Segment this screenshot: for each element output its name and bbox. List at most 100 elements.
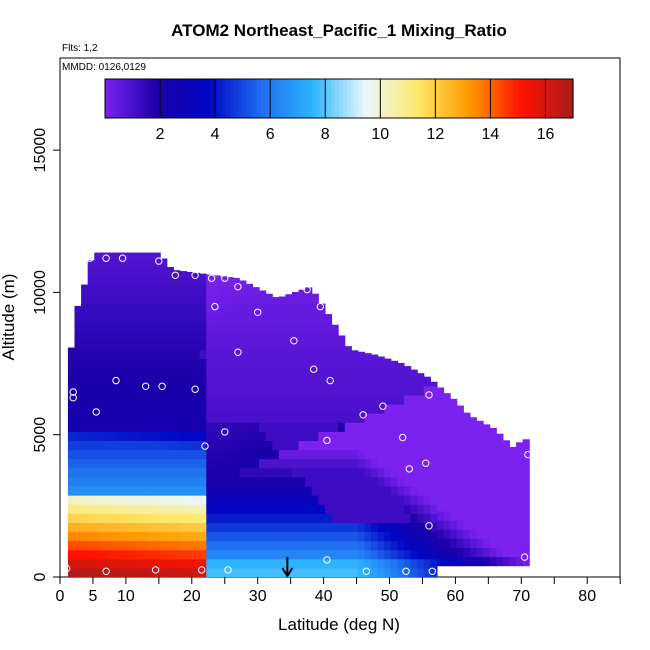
- curtain-cell: [87, 331, 95, 341]
- curtain-cell: [364, 522, 372, 533]
- curtain-cell: [430, 549, 438, 560]
- sample-point: [198, 566, 206, 574]
- curtain-cell: [436, 456, 445, 467]
- curtain-cell: [212, 504, 221, 514]
- curtain-cell: [469, 465, 478, 476]
- curtain-cell: [278, 449, 286, 460]
- curtain-cell: [114, 504, 122, 514]
- curtain-cell: [430, 522, 438, 533]
- curtain-cell: [179, 322, 188, 332]
- curtain-cell: [193, 422, 201, 432]
- curtain-cell: [127, 495, 135, 505]
- curtain-cell: [219, 331, 227, 341]
- curtain-cell: [364, 531, 372, 542]
- curtain-cell: [206, 522, 214, 533]
- curtain-cell: [212, 340, 221, 350]
- colorbar-swatch: [132, 79, 137, 118]
- curtain-cell: [212, 495, 221, 505]
- curtain-cell: [298, 449, 306, 460]
- curtain-cell: [206, 322, 214, 332]
- curtain-cell: [272, 467, 280, 478]
- curtain-cell: [173, 340, 181, 350]
- curtain-cell: [226, 367, 234, 378]
- curtain-cell: [212, 285, 221, 296]
- curtain-cell: [344, 513, 352, 523]
- colorbar-swatch: [471, 79, 477, 118]
- curtain-cell: [450, 398, 458, 403]
- curtain-cell: [133, 522, 141, 533]
- curtain-cell: [278, 413, 286, 423]
- curtain-cell: [272, 540, 280, 551]
- curtain-cell: [410, 394, 418, 405]
- curtain-cell: [245, 283, 254, 287]
- curtain-cell: [252, 340, 260, 350]
- curtain-cell: [160, 367, 168, 378]
- curtain-cell: [245, 331, 254, 341]
- curtain-cell: [140, 294, 148, 305]
- curtain-cell: [522, 520, 530, 530]
- curtain-cell: [140, 252, 148, 259]
- curtain-cell: [278, 349, 286, 360]
- curtain-cell: [212, 467, 221, 478]
- curtain-cell: [179, 367, 188, 378]
- curtain-cell: [410, 403, 418, 414]
- curtain-cell: [133, 403, 141, 414]
- curtain-cell: [94, 258, 102, 268]
- curtain-cell: [259, 476, 267, 487]
- curtain-cell: [232, 358, 240, 369]
- curtain-cell: [239, 280, 247, 287]
- curtain-cell: [285, 558, 293, 569]
- curtain-cell: [496, 474, 504, 485]
- curtain-cell: [252, 376, 260, 387]
- curtain-cell: [153, 312, 161, 323]
- curtain-cell: [127, 467, 135, 478]
- curtain-cell: [443, 529, 451, 539]
- curtain-cell: [94, 504, 102, 514]
- curtain-cell: [291, 358, 300, 369]
- curtain-cell: [265, 413, 273, 423]
- colorbar-swatch: [253, 79, 258, 118]
- curtain-cell: [469, 492, 478, 503]
- curtain-cell: [166, 403, 174, 414]
- curtain-cell: [338, 458, 346, 469]
- curtain-cell: [232, 422, 240, 432]
- curtain-cell: [67, 513, 76, 523]
- curtain-cell: [483, 538, 491, 548]
- curtain-cell: [81, 449, 89, 460]
- curtain-cell: [74, 540, 82, 551]
- curtain-cell: [265, 303, 273, 314]
- curtain-cell: [371, 522, 379, 533]
- curtain-cell: [291, 403, 300, 414]
- curtain-cell: [344, 495, 352, 505]
- curtain-cell: [318, 467, 326, 478]
- curtain-cell: [94, 303, 102, 314]
- curtain-cell: [384, 458, 392, 469]
- curtain-cell: [298, 294, 306, 305]
- curtain-cell: [311, 531, 319, 542]
- curtain-cell: [166, 303, 174, 314]
- curtain-cell: [173, 385, 181, 396]
- curtain-cell: [199, 358, 207, 369]
- curtain-cell: [384, 413, 392, 423]
- curtain-cell: [160, 476, 168, 487]
- curtain-cell: [232, 522, 240, 533]
- curtain-cell: [456, 405, 464, 412]
- curtain-cell: [351, 394, 359, 405]
- curtain-cell: [516, 442, 524, 448]
- curtain-cell: [344, 394, 352, 405]
- curtain-cell: [390, 431, 399, 441]
- curtain-cell: [469, 510, 478, 521]
- curtain-cell: [344, 358, 352, 369]
- curtain-cell: [397, 422, 405, 432]
- curtain-cell: [338, 540, 346, 551]
- curtain-cell: [404, 385, 412, 396]
- curtain-cell: [463, 419, 471, 430]
- curtain-cell: [384, 513, 392, 523]
- colorbar-swatch: [280, 79, 285, 118]
- curtain-cell: [81, 467, 89, 478]
- curtain-cell: [232, 367, 240, 378]
- curtain-cell: [153, 513, 161, 523]
- curtain-cell: [522, 538, 530, 548]
- curtain-cell: [410, 522, 418, 533]
- curtain-cell: [107, 467, 115, 478]
